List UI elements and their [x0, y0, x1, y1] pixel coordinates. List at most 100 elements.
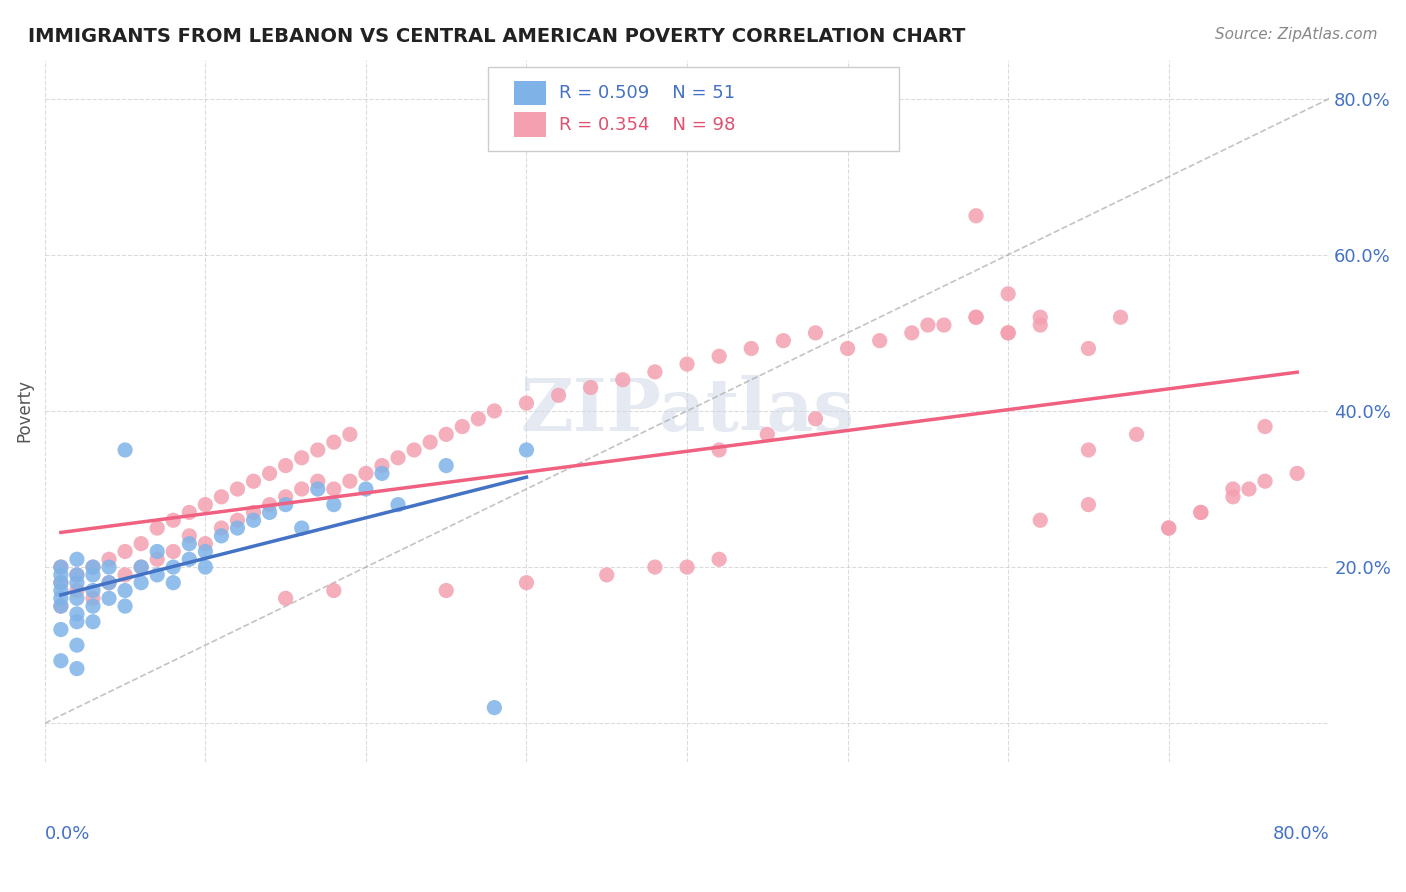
Central Americans: [707, 442, 730, 457]
Central Americans: [676, 560, 699, 574]
Central Americans: [1125, 427, 1147, 442]
Immigrants from Lebanon: [179, 536, 201, 550]
Central Americans: [869, 334, 891, 348]
Central Americans: [354, 467, 377, 481]
Central Americans: [756, 427, 779, 442]
Central Americans: [997, 326, 1019, 340]
Immigrants from Lebanon: [146, 567, 169, 582]
Immigrants from Lebanon: [66, 607, 89, 621]
Central Americans: [209, 490, 232, 504]
Central Americans: [804, 411, 827, 425]
Central Americans: [997, 326, 1019, 340]
Text: 0.0%: 0.0%: [45, 825, 90, 843]
Immigrants from Lebanon: [49, 583, 72, 598]
Central Americans: [707, 349, 730, 363]
Central Americans: [242, 474, 264, 488]
Immigrants from Lebanon: [291, 521, 314, 535]
Central Americans: [1222, 482, 1244, 496]
Immigrants from Lebanon: [114, 442, 136, 457]
Immigrants from Lebanon: [98, 575, 121, 590]
Immigrants from Lebanon: [66, 575, 89, 590]
Central Americans: [291, 450, 314, 465]
Immigrants from Lebanon: [82, 567, 104, 582]
Central Americans: [1029, 513, 1052, 527]
Immigrants from Lebanon: [98, 560, 121, 574]
Immigrants from Lebanon: [274, 498, 297, 512]
Central Americans: [676, 357, 699, 371]
Immigrants from Lebanon: [49, 599, 72, 614]
Immigrants from Lebanon: [259, 505, 281, 519]
Immigrants from Lebanon: [179, 552, 201, 566]
Text: ZIPatlas: ZIPatlas: [520, 376, 853, 446]
Immigrants from Lebanon: [162, 575, 184, 590]
Central Americans: [1077, 442, 1099, 457]
Central Americans: [49, 560, 72, 574]
Immigrants from Lebanon: [484, 700, 506, 714]
Central Americans: [371, 458, 394, 473]
Central Americans: [179, 505, 201, 519]
Central Americans: [579, 380, 602, 394]
Central Americans: [1077, 342, 1099, 356]
Central Americans: [339, 474, 361, 488]
Immigrants from Lebanon: [322, 498, 344, 512]
Central Americans: [322, 583, 344, 598]
Central Americans: [1157, 521, 1180, 535]
Bar: [513, 80, 546, 105]
Central Americans: [707, 552, 730, 566]
Central Americans: [740, 342, 762, 356]
Central Americans: [194, 536, 217, 550]
Central Americans: [114, 567, 136, 582]
Immigrants from Lebanon: [66, 638, 89, 652]
Text: Source: ZipAtlas.com: Source: ZipAtlas.com: [1215, 27, 1378, 42]
Immigrants from Lebanon: [387, 498, 409, 512]
Central Americans: [179, 529, 201, 543]
Central Americans: [307, 474, 329, 488]
Immigrants from Lebanon: [49, 575, 72, 590]
Immigrants from Lebanon: [66, 591, 89, 606]
Central Americans: [1029, 318, 1052, 332]
Central Americans: [997, 286, 1019, 301]
Immigrants from Lebanon: [354, 482, 377, 496]
Central Americans: [451, 419, 474, 434]
Central Americans: [66, 583, 89, 598]
Immigrants from Lebanon: [82, 583, 104, 598]
Immigrants from Lebanon: [49, 567, 72, 582]
Immigrants from Lebanon: [49, 623, 72, 637]
Text: R = 0.354    N = 98: R = 0.354 N = 98: [558, 116, 735, 134]
Central Americans: [259, 498, 281, 512]
Immigrants from Lebanon: [515, 442, 537, 457]
Immigrants from Lebanon: [82, 560, 104, 574]
Central Americans: [162, 513, 184, 527]
Central Americans: [274, 458, 297, 473]
Central Americans: [259, 467, 281, 481]
Central Americans: [1222, 490, 1244, 504]
Y-axis label: Poverty: Poverty: [15, 379, 32, 442]
Central Americans: [49, 575, 72, 590]
Immigrants from Lebanon: [66, 552, 89, 566]
Central Americans: [209, 521, 232, 535]
Central Americans: [772, 334, 794, 348]
Immigrants from Lebanon: [146, 544, 169, 558]
Immigrants from Lebanon: [82, 615, 104, 629]
Central Americans: [146, 521, 169, 535]
Text: R = 0.509    N = 51: R = 0.509 N = 51: [558, 85, 735, 103]
Central Americans: [547, 388, 569, 402]
Central Americans: [387, 450, 409, 465]
Central Americans: [1237, 482, 1260, 496]
Central Americans: [129, 536, 152, 550]
Central Americans: [515, 396, 537, 410]
Text: IMMIGRANTS FROM LEBANON VS CENTRAL AMERICAN POVERTY CORRELATION CHART: IMMIGRANTS FROM LEBANON VS CENTRAL AMERI…: [28, 27, 966, 45]
Central Americans: [98, 552, 121, 566]
Bar: [513, 112, 546, 136]
Immigrants from Lebanon: [66, 662, 89, 676]
Central Americans: [804, 326, 827, 340]
Immigrants from Lebanon: [434, 458, 457, 473]
Central Americans: [965, 310, 987, 325]
Central Americans: [837, 342, 859, 356]
Central Americans: [644, 560, 666, 574]
Central Americans: [274, 490, 297, 504]
Central Americans: [322, 482, 344, 496]
Central Americans: [66, 567, 89, 582]
Central Americans: [98, 575, 121, 590]
Immigrants from Lebanon: [371, 467, 394, 481]
